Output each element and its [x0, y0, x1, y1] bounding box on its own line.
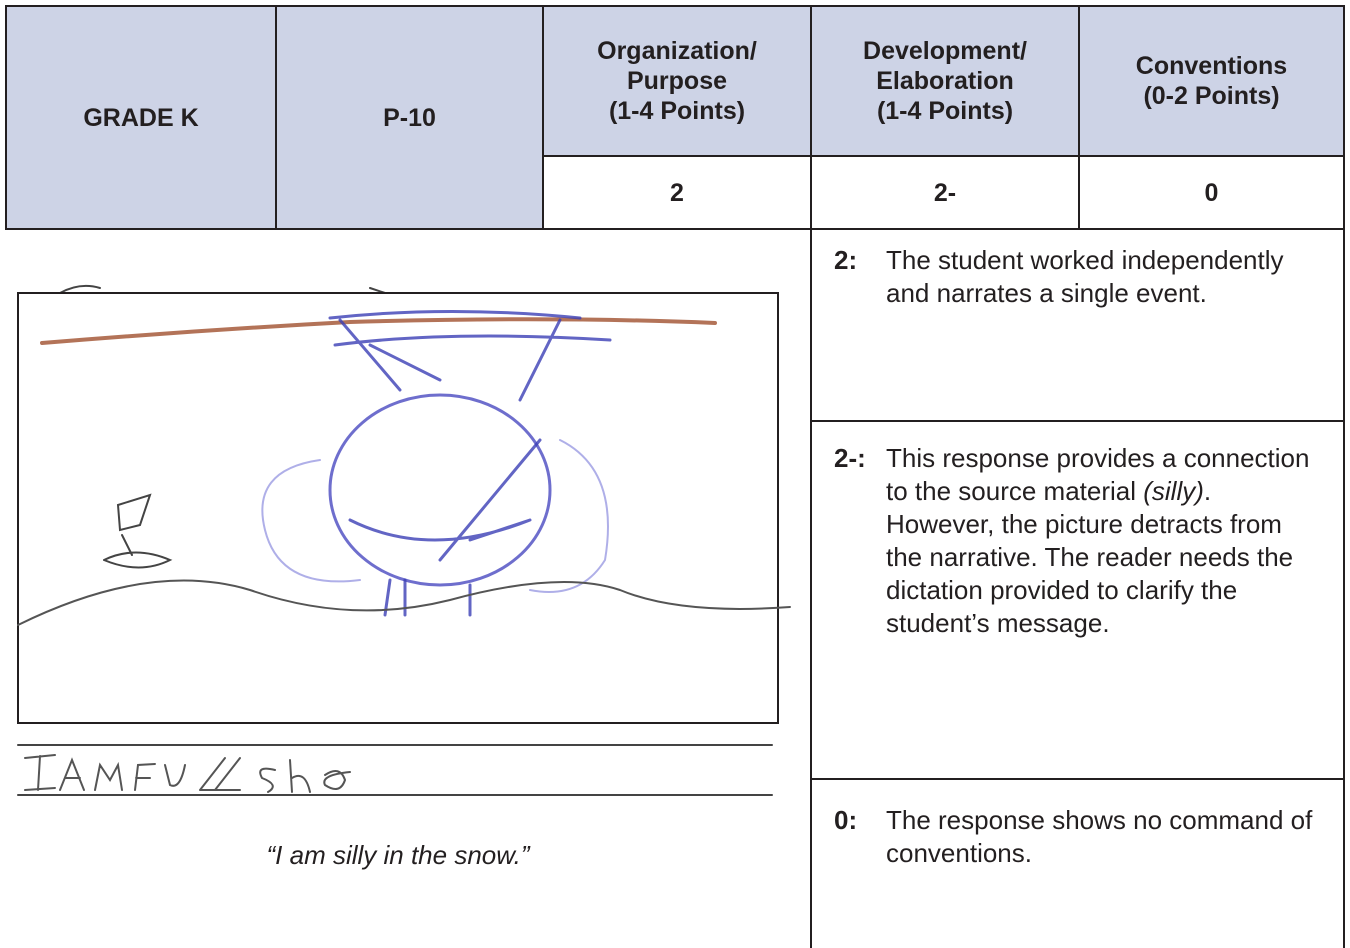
score-cell: 0 [1078, 155, 1345, 230]
header-cell: P-10 [275, 5, 544, 230]
header-line: GRADE K [83, 103, 199, 132]
header-cell: Organization/Purpose (1-4 Points) [542, 5, 812, 157]
header-line: Conventions [1135, 52, 1288, 80]
comment-label: 0: [834, 805, 858, 835]
score-cell: 2 [542, 155, 812, 230]
header-line: Purpose [626, 67, 728, 95]
student-drawing [17, 284, 791, 796]
comment-text: This response provides a connection to t… [886, 443, 1310, 506]
header-line: Elaboration [876, 67, 1014, 95]
header-line: (1-4 Points) [608, 97, 746, 125]
header-line: Development/ [863, 37, 1027, 65]
header-line: P-10 [383, 103, 436, 132]
comment-text: . However, the picture detracts from the… [886, 476, 1294, 638]
comment-label: 2-: [834, 443, 866, 473]
caption: “I am silly in the snow.” [266, 840, 530, 870]
score-cell: 2- [810, 155, 1080, 230]
comment: 2: The student worked independently and n… [834, 244, 1324, 310]
comment-box [810, 420, 1345, 780]
comment-text: (silly) [1143, 476, 1204, 506]
comment: 0: The response shows no command of conve… [834, 804, 1324, 870]
comment-label: 2: [834, 245, 858, 275]
header-line: Organization/ [597, 37, 757, 65]
header-cell: GRADE K [5, 5, 277, 230]
header-cell: Conventions (0-2 Points) [1078, 5, 1345, 157]
comment-box [810, 228, 1345, 422]
comment: 2-: This response provides a connection t… [834, 442, 1324, 640]
comment-text: The student worked independently and nar… [886, 245, 1284, 308]
header-cell: Development/Elaboration (1-4 Points) [810, 5, 1080, 157]
header-line: (0-2 Points) [1143, 82, 1280, 110]
header-line: (1-4 Points) [876, 97, 1014, 125]
comment-text: The response shows no command of convent… [886, 805, 1313, 868]
comment-box [810, 778, 1345, 948]
